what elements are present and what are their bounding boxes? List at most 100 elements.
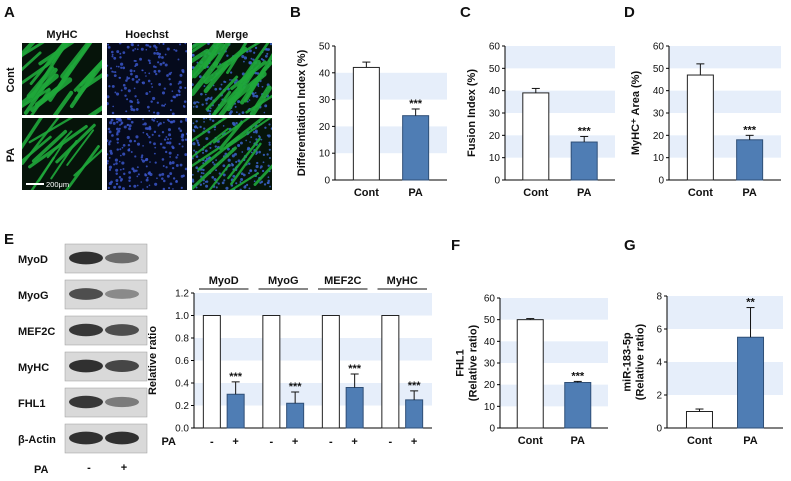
blot-band (69, 431, 103, 445)
y-tick-label: 50 (484, 315, 496, 326)
y-tick-label: 0.2 (175, 401, 189, 412)
bar-control (321, 315, 340, 429)
bar-pa (736, 139, 764, 181)
x-tick-label: PA (408, 187, 423, 199)
y-tick-label: 10 (319, 149, 331, 160)
grid-band (335, 72, 447, 100)
x-tick-label: + (411, 436, 417, 448)
y-axis-label: Fusion Index (%) (466, 69, 478, 157)
significance-mark: ** (746, 297, 755, 309)
bar-pa (737, 336, 765, 429)
y-tick-label: 10 (484, 402, 496, 413)
bar-control (262, 315, 281, 429)
micrograph-pa-myhc (22, 118, 102, 190)
y-tick-label: 0.6 (175, 356, 189, 367)
y-axis-label: MyHC⁺ Area (%) (630, 71, 642, 156)
grid-band (335, 126, 447, 154)
blot-band (105, 431, 139, 445)
y-tick-label: 10 (489, 153, 501, 164)
y-axis-label: (Relative ratio) (468, 324, 480, 401)
y-tick-label: 1.2 (175, 289, 189, 300)
panel-letter-a: A (4, 4, 15, 21)
chart-f: 0 10 20 30 40 50 60 FHL1 (Relative ratio) *** Cont… (455, 294, 608, 447)
y-tick-label: 60 (489, 42, 501, 53)
bar-pa (345, 387, 364, 429)
y-tick-label: 0 (324, 176, 330, 187)
x-tick-label: - (329, 436, 333, 448)
x-tick-label: PA (577, 187, 592, 199)
y-tick-label: 30 (489, 109, 501, 120)
blot-band (105, 360, 139, 372)
x-tick-label: PA (571, 435, 586, 447)
x-tick-label: + (232, 436, 238, 448)
row-label-cont: Cont (5, 67, 17, 92)
y-tick-label: 50 (489, 64, 501, 75)
western-blot: E MyoD MyoG MEF2C MyHC FHL1 β-Actin PA - + (4, 231, 148, 476)
blot-band (69, 323, 103, 337)
grid-band (505, 135, 615, 158)
blot-row: MyHC (18, 351, 148, 382)
blot-band (69, 359, 103, 373)
row-label-pa: PA (5, 148, 17, 163)
y-tick-label: 0.0 (175, 424, 189, 435)
panel-letter-g: G (624, 237, 636, 254)
significance-mark: *** (348, 363, 362, 375)
y-tick-label: 40 (484, 337, 496, 348)
y-tick-label: 2 (656, 391, 662, 402)
y-tick-label: 40 (653, 86, 665, 97)
column-label-myhc: MyHC (46, 29, 77, 41)
column-label-hoechst: Hoechst (125, 29, 169, 41)
y-tick-label: 40 (319, 68, 331, 79)
y-tick-label: 8 (656, 292, 662, 303)
y-tick-label: 0.8 (175, 334, 189, 345)
chart-g: 0 2 4 6 8 miR-183-5p (Relative ratio) ** Cont PA (622, 292, 783, 447)
x-tick-label: Cont (687, 435, 712, 447)
blot-band (105, 324, 139, 336)
y-axis-label: FHL1 (455, 349, 467, 377)
y-tick-label: 20 (653, 131, 665, 142)
bar-control (686, 74, 714, 181)
y-tick-label: 0 (656, 424, 662, 435)
blot-band (105, 289, 139, 299)
grid-band (669, 90, 781, 113)
blot-row: β-Actin (18, 423, 148, 454)
micrograph-pa-merge (192, 118, 272, 190)
chart-e: 0.0 0.2 0.4 0.6 0.8 1.0 1.2 Relative ratio *** My… (147, 275, 432, 448)
blot-row: MEF2C (18, 315, 148, 346)
y-tick-label: 20 (489, 131, 501, 142)
chart-c: 0 10 20 30 40 50 60 Fusion Index (%) *** Cont PA (466, 42, 615, 199)
y-tick-label: 1.0 (175, 311, 189, 322)
y-tick-label: 60 (484, 294, 496, 305)
group-label: MyoD (209, 275, 239, 287)
blot-band (69, 395, 103, 409)
x-tick-label: Cont (354, 187, 379, 199)
grid-band (505, 90, 615, 113)
x-tick-label: - (210, 436, 214, 448)
blot-lane-minus: - (87, 462, 91, 474)
scale-bar-label: 200μm (46, 180, 69, 189)
significance-mark: *** (408, 380, 422, 392)
significance-mark: *** (571, 370, 585, 382)
chart-b: 0 10 20 30 40 50 Differentiation Index (%) *** C… (296, 42, 447, 199)
y-tick-label: 6 (656, 325, 662, 336)
bar-control (685, 411, 713, 429)
bar-control (516, 319, 544, 429)
y-tick-label: 30 (319, 95, 331, 106)
panel-letter-c: C (460, 4, 471, 21)
x-tick-label: PA (742, 187, 757, 199)
grid-band (505, 46, 615, 69)
blot-lane-plus: + (121, 462, 127, 474)
micrograph-cont-merge (192, 43, 272, 115)
grid-band (194, 338, 432, 361)
y-tick-label: 10 (653, 153, 665, 164)
bar-pa (570, 141, 598, 181)
y-tick-label: 4 (656, 358, 662, 369)
y-tick-label: 50 (319, 42, 331, 53)
grid-band (669, 135, 781, 158)
micrograph-pa-hoechst (107, 118, 187, 190)
y-tick-label: 0 (494, 176, 500, 187)
y-tick-label: 20 (484, 380, 496, 391)
bar-pa (286, 402, 305, 429)
significance-mark: *** (743, 124, 757, 136)
